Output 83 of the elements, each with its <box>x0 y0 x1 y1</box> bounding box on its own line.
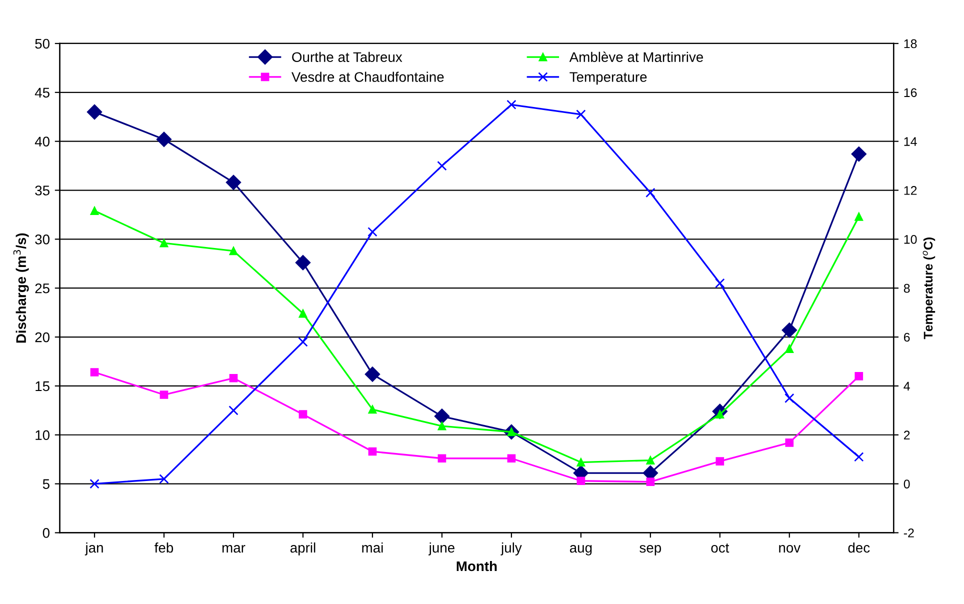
point <box>228 406 238 416</box>
point <box>229 374 238 382</box>
x-tick-label: feb <box>154 542 174 553</box>
point <box>298 337 308 347</box>
point <box>715 278 725 288</box>
point <box>368 226 378 237</box>
point <box>507 454 516 463</box>
legend-label: Amblève at Martinrive <box>569 52 704 62</box>
y-tick-label: 20 <box>35 332 50 342</box>
point <box>298 309 308 318</box>
x-tick-label: oct <box>711 544 730 553</box>
point <box>851 146 866 162</box>
point <box>160 238 168 248</box>
point <box>646 456 655 464</box>
point <box>368 447 377 456</box>
y-tick-label: 25 <box>35 283 50 294</box>
x-tick-label: aug <box>570 545 592 556</box>
point <box>784 393 794 404</box>
point <box>854 212 864 221</box>
point <box>298 410 308 418</box>
point <box>90 478 100 489</box>
point <box>716 457 724 466</box>
y-tick-label: 40 <box>34 136 50 147</box>
y2-tick-label: -2 <box>904 528 914 538</box>
point <box>437 160 447 171</box>
point <box>90 368 99 376</box>
point <box>160 390 168 399</box>
x-axis-title: Month <box>456 560 497 572</box>
x-tick-label: mar <box>222 545 246 553</box>
y2-tick-label: 10 <box>904 234 917 244</box>
x-tick-label: april <box>290 542 316 556</box>
point <box>576 458 586 466</box>
point <box>434 408 450 424</box>
y-tick-label: 15 <box>36 381 50 392</box>
point <box>854 452 864 462</box>
point <box>782 322 797 338</box>
point <box>368 405 377 414</box>
point <box>506 100 516 110</box>
x-tick-label: sep <box>640 545 662 556</box>
x-tick-label: nov <box>779 545 801 553</box>
y2-axis-title: Temperature ($^{o}$C) <box>922 238 936 340</box>
point <box>159 474 169 484</box>
y-tick-label: 5 <box>42 479 50 489</box>
point <box>854 372 864 380</box>
legend-label: Vesdre at Chaudfontaine <box>292 72 444 82</box>
point <box>226 174 242 190</box>
x-tick-label: jan <box>84 542 103 556</box>
x-tick-label: mai <box>362 542 383 553</box>
y-axis-title: Discharge (m$^{3}$/s) <box>13 233 29 343</box>
point <box>438 454 446 463</box>
point <box>156 132 172 147</box>
point <box>646 478 655 486</box>
y-tick-label: 10 <box>36 430 50 440</box>
y-tick-label: 45 <box>34 88 50 98</box>
y2-tick-label: 14 <box>904 137 917 146</box>
point <box>295 255 311 270</box>
x-tick-label: july <box>500 542 522 556</box>
x-tick-label: dec <box>848 542 870 553</box>
y2-tick-label: 16 <box>904 88 917 98</box>
y-tick-label: 0 <box>42 528 50 538</box>
point <box>364 366 380 382</box>
legend-label: Ourthe at Tabreux <box>292 52 402 62</box>
point <box>646 188 656 198</box>
y2-tick-label: 8 <box>904 284 910 293</box>
point <box>576 110 586 120</box>
y-tick-label: 30 <box>35 234 50 244</box>
y2-tick-label: 12 <box>904 186 917 195</box>
y2-tick-label: 0 <box>904 480 910 488</box>
legend-label: Temperature <box>570 72 647 85</box>
point <box>90 206 99 215</box>
y2-tick-label: 2 <box>904 430 910 440</box>
point <box>576 476 586 486</box>
y2-tick-label: 18 <box>904 39 917 48</box>
point <box>86 104 102 120</box>
y2-tick-label: 6 <box>904 332 910 342</box>
y-tick-label: 35 <box>35 186 50 196</box>
point <box>785 344 794 353</box>
point <box>229 246 238 256</box>
y2-tick-label: 4 <box>904 382 910 390</box>
y-tick-label: 50 <box>35 38 50 49</box>
point <box>438 422 446 430</box>
x-tick-label: june <box>428 542 454 556</box>
point <box>785 438 794 447</box>
